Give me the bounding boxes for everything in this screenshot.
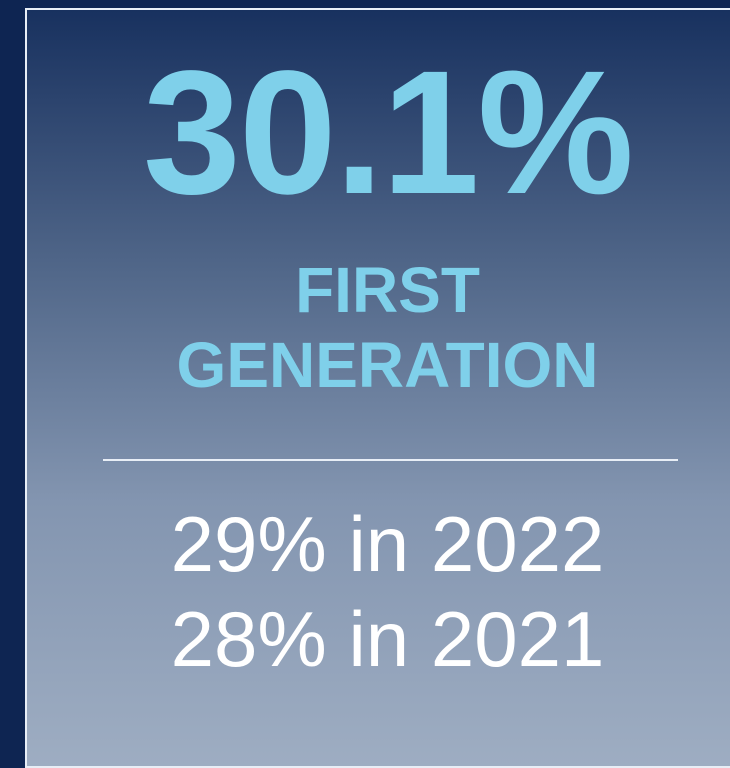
label-line: GENERATION — [176, 329, 599, 401]
comparison: 28% in 2021 — [170, 595, 605, 683]
label-line: FIRST — [295, 254, 480, 326]
comparison: 29% in 2022 — [170, 500, 605, 588]
divider — [103, 459, 678, 461]
headline: 30.1% — [142, 35, 634, 231]
panel — [25, 8, 730, 768]
page: 30.1% FIRST GENERATION 29% in 2022 28% i… — [25, 8, 730, 768]
